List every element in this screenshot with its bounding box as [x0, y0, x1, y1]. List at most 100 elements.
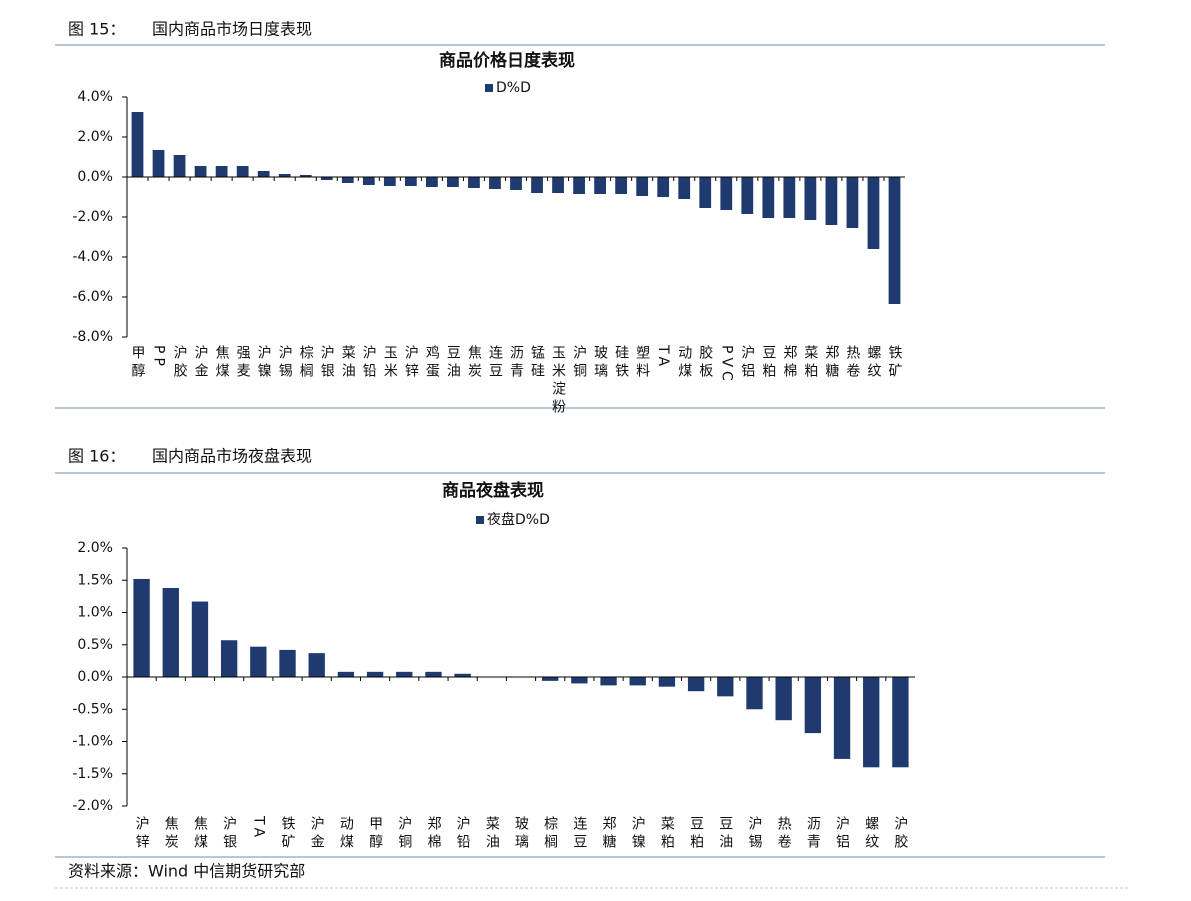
x-tick-label: 铁矿	[886, 345, 902, 381]
x-tick-label: 沪锡	[746, 816, 762, 852]
bar	[678, 177, 691, 199]
bar	[629, 677, 646, 686]
x-tick-label: 塑料	[634, 345, 650, 381]
bar	[615, 177, 628, 194]
x-tick-label: 焦煤	[214, 345, 230, 381]
x-tick-label: 郑糖	[601, 816, 617, 852]
bar	[762, 177, 775, 218]
y-tick-label: -8.0%	[72, 329, 113, 345]
bar	[257, 171, 270, 177]
bar	[194, 166, 207, 177]
bar	[279, 649, 296, 677]
x-tick-label: 沪铝	[834, 816, 850, 852]
bar	[594, 177, 606, 194]
bar	[717, 677, 734, 697]
x-tick-label: 沪铝	[739, 345, 755, 381]
bar	[658, 677, 676, 687]
bar	[173, 155, 186, 177]
x-tick-label: 豆油	[445, 345, 461, 381]
x-tick-label: 锰硅	[529, 345, 545, 381]
y-tick-label: -1.0%	[72, 734, 113, 750]
legend-label: 夜盘D%D	[487, 511, 550, 528]
x-tick-label: 螺纹	[865, 345, 881, 381]
x-tick-label: 沥青	[508, 345, 524, 381]
x-tick-label: 动煤	[338, 816, 354, 852]
bar	[804, 177, 817, 220]
x-tick-label: 郑糖	[823, 345, 839, 381]
x-tick-label: 郑棉	[425, 816, 441, 852]
bar	[571, 677, 588, 684]
x-tick-label: 豆油	[717, 816, 733, 852]
figure-number: 图 16：	[68, 447, 125, 466]
x-tick-label: 铁矿	[280, 816, 296, 852]
x-tick-label: 动煤	[676, 345, 692, 381]
bar	[489, 177, 501, 189]
bar	[720, 177, 733, 210]
legend-label: D%D	[496, 80, 531, 96]
bar	[191, 601, 209, 677]
bar	[804, 677, 822, 734]
x-tick-label: 连豆	[487, 345, 503, 381]
bar	[746, 677, 763, 710]
y-tick-label: -6.0%	[72, 289, 113, 305]
bar	[131, 112, 144, 177]
legend-swatch	[476, 516, 484, 524]
bar	[366, 671, 384, 677]
x-tick-label: 沪铅	[361, 345, 377, 381]
x-tick-label: 硅铁	[613, 345, 629, 381]
y-tick-label: 0.0%	[77, 669, 113, 685]
figure-number: 图 15：	[68, 20, 125, 39]
x-tick-label: 沪锡	[277, 345, 293, 381]
x-tick-label: 螺纹	[863, 816, 879, 852]
bar	[308, 653, 325, 677]
bar	[542, 677, 559, 681]
bar	[552, 177, 564, 193]
bar	[531, 177, 543, 193]
x-tick-label: 沪铜	[396, 816, 412, 852]
x-tick-label: 玉米淀粉	[550, 345, 566, 417]
bar	[687, 677, 705, 692]
bar	[468, 177, 480, 188]
bar	[215, 166, 228, 177]
x-tick-label: 棕榈	[298, 345, 314, 381]
legend-swatch	[485, 84, 493, 92]
y-tick-label: 2.0%	[77, 129, 113, 145]
x-tick-label: 菜油	[340, 345, 356, 381]
source: 资料来源：Wind 中信期货研究部	[68, 862, 305, 881]
x-tick-label: 菜油	[484, 816, 500, 852]
bar	[250, 646, 267, 677]
x-tick-label: 棕榈	[542, 816, 558, 852]
bar	[236, 166, 249, 177]
y-tick-label: 4.0%	[77, 89, 113, 105]
x-tick-label: 强麦	[235, 345, 251, 381]
chart-title: 商品价格日度表现	[439, 50, 575, 71]
bar	[152, 150, 165, 177]
y-tick-label: 0.0%	[77, 169, 113, 185]
x-tick-label: PP	[151, 345, 167, 370]
x-tick-label: 热卷	[844, 345, 860, 381]
y-tick-label: 1.5%	[77, 572, 113, 588]
x-tick-label: 沪锌	[403, 345, 419, 381]
bar	[888, 177, 901, 304]
x-tick-label: 沪胶	[172, 345, 188, 381]
x-tick-label: 焦炭	[163, 816, 179, 852]
bar	[846, 177, 859, 228]
bar	[775, 677, 792, 721]
x-tick-label: 沪铅	[455, 816, 471, 852]
y-tick-label: -0.5%	[72, 701, 113, 717]
x-tick-label: 甲醇	[367, 816, 383, 852]
y-tick-label: -2.0%	[72, 798, 113, 814]
y-tick-label: -4.0%	[72, 249, 113, 265]
x-tick-label: TA	[250, 815, 266, 841]
bar	[396, 671, 413, 677]
x-tick-label: 玻璃	[513, 816, 529, 852]
bar	[404, 177, 417, 186]
bar	[362, 177, 375, 185]
x-tick-label: 热卷	[776, 816, 792, 852]
x-tick-label: 沥青	[805, 816, 821, 852]
x-tick-label: PVC	[718, 345, 734, 385]
bar	[636, 177, 649, 196]
chart-title: 商品夜盘表现	[442, 480, 544, 501]
bar	[833, 677, 851, 759]
bar	[657, 177, 670, 197]
